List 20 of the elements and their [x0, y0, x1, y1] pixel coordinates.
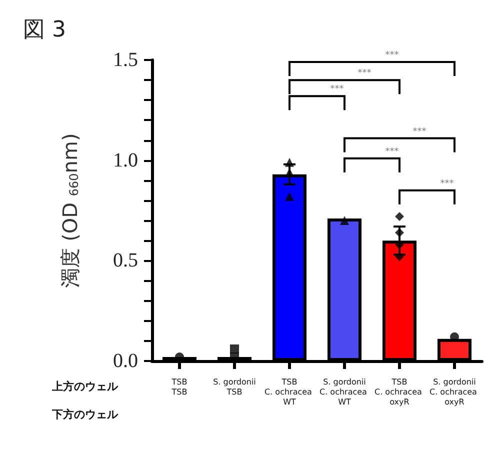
- y-tick-label: 1.5: [113, 49, 138, 71]
- x-tick-label: S. gordonii C. ochracea oxyR: [430, 378, 480, 406]
- x-tick-label: S. gordonii C. ochracea WT: [320, 378, 370, 406]
- text: 上方のウェル: [51, 380, 119, 393]
- y-axis-title: 濁度 (OD 660nm): [58, 133, 82, 288]
- annotation: ***: [412, 126, 427, 137]
- annotation: ***: [440, 178, 454, 189]
- x-tick-label: TSB C. ochracea oxyR: [374, 378, 424, 406]
- x-tick-label: TSB C. ochracea WT: [264, 378, 314, 406]
- annotation: ***: [385, 146, 400, 157]
- text: 下方のウェル: [51, 408, 119, 421]
- annotation: ***: [385, 50, 400, 61]
- annotation: ***: [330, 84, 344, 95]
- x-tick-label: TSB TSB: [170, 378, 188, 396]
- chart-title: 図 3: [23, 18, 66, 42]
- x-tick-label: S. gordonii TSB: [213, 378, 256, 396]
- y-tick-label: 1.0: [113, 149, 138, 172]
- y-tick-label: 0.0: [113, 350, 138, 372]
- annotation: ***: [358, 68, 372, 79]
- y-tick-label: 0.5: [113, 250, 138, 272]
